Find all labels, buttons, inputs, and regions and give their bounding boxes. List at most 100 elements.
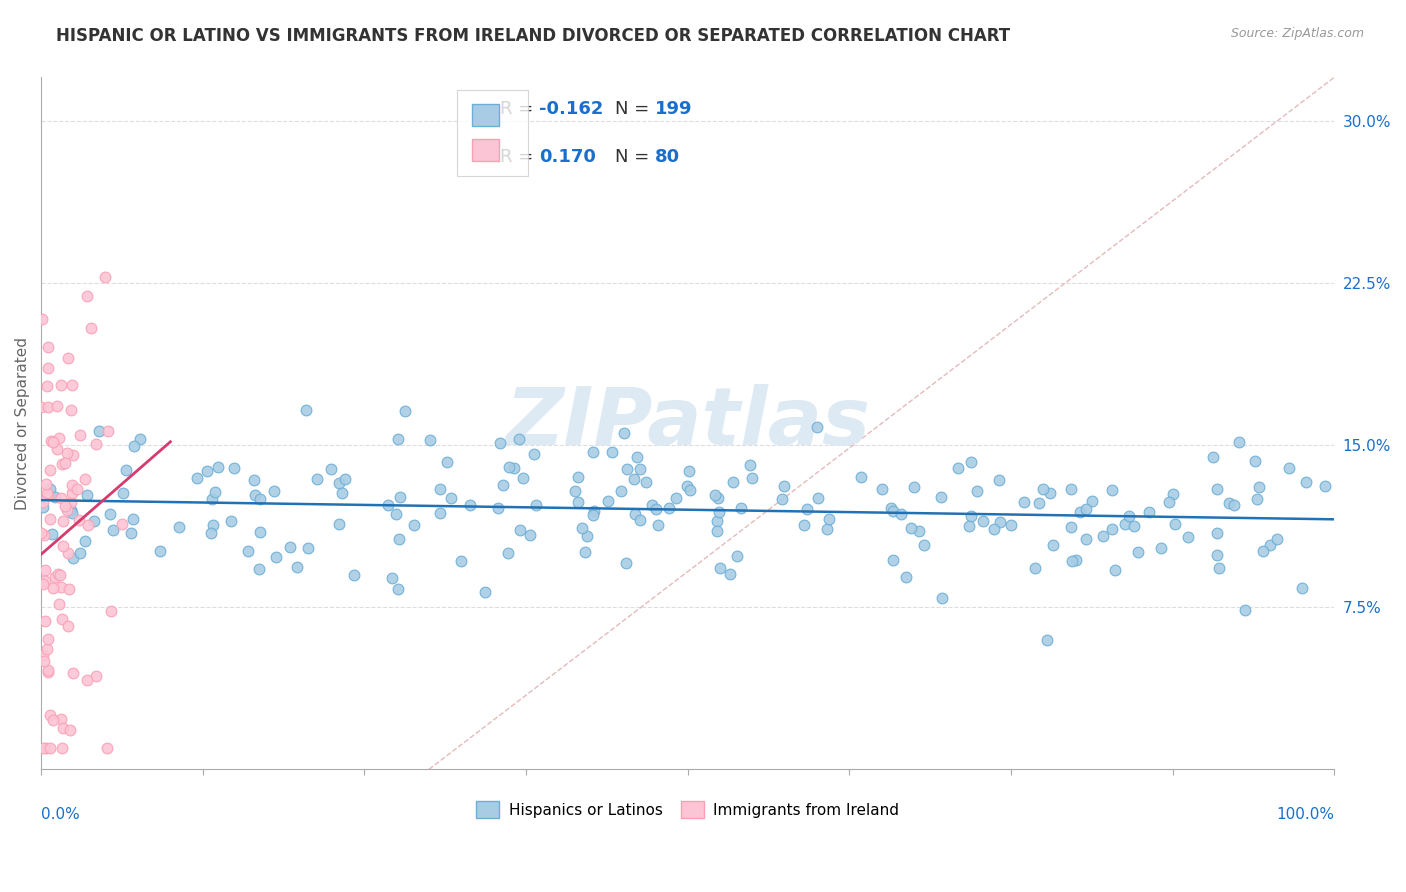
Point — [41, 713, 63, 727]
Point — [706, 524, 728, 538]
Point — [1114, 516, 1136, 531]
Point — [76, 673, 98, 688]
Text: Source: ZipAtlas.com: Source: ZipAtlas.com — [1230, 27, 1364, 40]
Point — [39, 463, 62, 477]
Point — [66, 482, 89, 496]
Point — [741, 471, 763, 485]
Point — [44, 490, 66, 504]
Point — [793, 518, 815, 533]
Point — [596, 494, 619, 508]
Point — [79, 321, 101, 335]
Point — [32, 740, 55, 755]
Point — [56, 619, 79, 633]
Point — [1227, 435, 1250, 450]
Point — [75, 471, 97, 485]
Point — [38, 512, 60, 526]
Point — [112, 486, 135, 500]
Point — [1069, 505, 1091, 519]
Point — [52, 514, 75, 528]
Point — [128, 433, 150, 447]
Point — [614, 557, 637, 571]
Point — [58, 582, 80, 597]
Point — [1014, 495, 1036, 509]
Point — [388, 491, 411, 505]
Point — [574, 545, 596, 559]
Point — [1000, 518, 1022, 533]
Point — [440, 491, 463, 506]
Point — [263, 483, 285, 498]
Point — [1218, 496, 1240, 510]
Point — [647, 518, 669, 533]
Point — [676, 479, 699, 493]
Point — [429, 482, 451, 496]
Point — [195, 464, 218, 478]
Point — [264, 549, 287, 564]
Point — [62, 550, 84, 565]
Point — [796, 501, 818, 516]
Point — [626, 450, 648, 465]
Point — [508, 433, 530, 447]
Point — [1223, 499, 1246, 513]
Point — [122, 512, 145, 526]
Point — [319, 462, 342, 476]
Point — [285, 559, 308, 574]
Point — [773, 479, 796, 493]
Point — [730, 501, 752, 516]
Point — [1234, 603, 1257, 617]
Point — [35, 379, 58, 393]
Point — [1244, 454, 1267, 468]
Point — [330, 486, 353, 500]
Point — [725, 549, 748, 563]
Point — [333, 472, 356, 486]
Point — [1246, 492, 1268, 507]
Point — [896, 570, 918, 584]
Point — [200, 526, 222, 541]
Point — [665, 491, 688, 506]
Point — [34, 563, 56, 577]
Point — [56, 503, 79, 517]
Point — [988, 473, 1011, 487]
Point — [486, 500, 509, 515]
Point — [509, 524, 531, 538]
Text: 0.170: 0.170 — [538, 148, 596, 166]
Point — [62, 448, 84, 462]
Point — [1039, 486, 1062, 500]
Point — [69, 546, 91, 560]
Point — [37, 361, 59, 376]
Point — [35, 642, 58, 657]
Point — [524, 498, 547, 512]
Point — [988, 515, 1011, 529]
Point — [571, 521, 593, 535]
Point — [957, 518, 980, 533]
Point — [34, 574, 56, 588]
Point — [498, 460, 520, 475]
Point — [87, 424, 110, 438]
Point — [645, 502, 668, 516]
Point — [1032, 482, 1054, 496]
Point — [903, 480, 925, 494]
Point — [523, 447, 546, 461]
Point — [1159, 495, 1181, 509]
Point — [207, 460, 229, 475]
Point — [98, 508, 121, 522]
Point — [1074, 532, 1097, 546]
Point — [76, 288, 98, 302]
Point — [305, 472, 328, 486]
Point — [42, 434, 65, 449]
Point — [1036, 632, 1059, 647]
Point — [900, 521, 922, 535]
Point — [221, 514, 243, 528]
Point — [83, 515, 105, 529]
Point — [202, 517, 225, 532]
Point — [703, 488, 725, 502]
Point — [908, 524, 931, 539]
Point — [1123, 519, 1146, 533]
Point — [1101, 522, 1123, 536]
Point — [616, 462, 638, 476]
Point — [32, 528, 55, 542]
Point — [1091, 528, 1114, 542]
Point — [96, 740, 118, 755]
Point — [30, 400, 52, 414]
Text: N =: N = — [616, 100, 655, 118]
Point — [1206, 548, 1229, 562]
